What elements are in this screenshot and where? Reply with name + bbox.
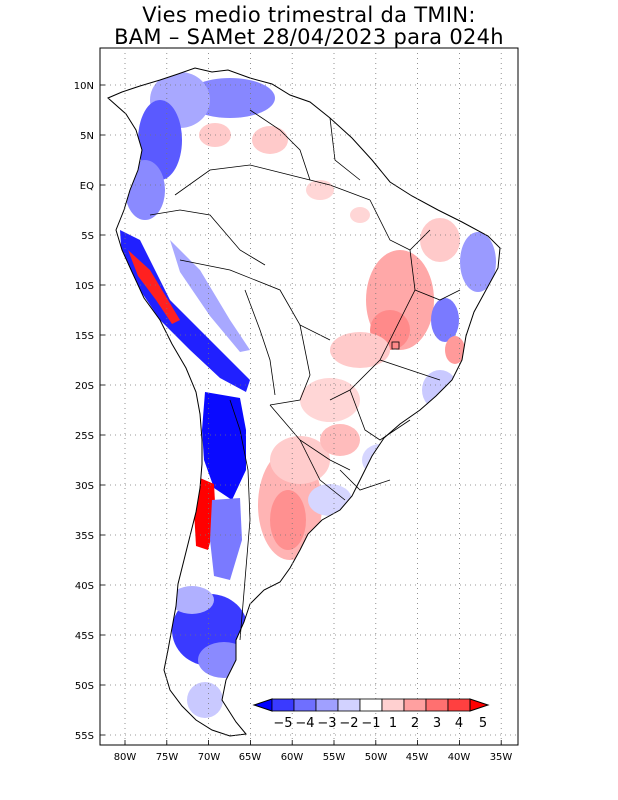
longitude-labels: 80W 75W 70W 65W 60W 55W 50W 45W 40W 35W bbox=[114, 752, 513, 763]
lon-label: 55W bbox=[323, 752, 346, 763]
colorbar-label: 3 bbox=[433, 716, 441, 731]
lat-label: EQ bbox=[80, 181, 94, 192]
bias-field bbox=[120, 72, 496, 718]
map-title-line1: Vies medio trimestral da TMIN: bbox=[142, 3, 476, 27]
colorbar-arrow-high bbox=[469, 698, 490, 712]
lat-label: 10N bbox=[74, 81, 94, 92]
lat-label: 35S bbox=[75, 531, 94, 542]
lat-label: 40S bbox=[75, 581, 94, 592]
colorbar-legend bbox=[252, 698, 490, 712]
colorbar-box bbox=[359, 698, 383, 712]
lat-label: 5S bbox=[81, 231, 94, 242]
map-title-line2: BAM – SAMet 28/04/2023 para 024h bbox=[114, 25, 504, 49]
lat-label: 10S bbox=[75, 281, 94, 292]
colorbar-label: −2 bbox=[339, 716, 358, 731]
colorbar-label: 1 bbox=[389, 716, 397, 731]
lon-label: 70W bbox=[198, 752, 221, 763]
lon-label: 60W bbox=[281, 752, 304, 763]
lat-label: 50S bbox=[75, 681, 94, 692]
lat-label: 55S bbox=[75, 731, 94, 742]
lon-label: 80W bbox=[114, 752, 137, 763]
lat-label: 20S bbox=[75, 381, 94, 392]
lat-label: 15S bbox=[75, 331, 94, 342]
lat-label: 25S bbox=[75, 431, 94, 442]
colorbar-box bbox=[403, 698, 427, 712]
country-borders bbox=[149, 109, 461, 641]
colorbar-box bbox=[447, 698, 471, 712]
colorbar-box bbox=[271, 698, 295, 712]
lat-label: 5N bbox=[80, 131, 94, 142]
lon-label: 65W bbox=[239, 752, 262, 763]
lat-label: 45S bbox=[75, 631, 94, 642]
latitude-labels: 10N 5N EQ 5S 10S 15S 20S 25S 30S 35S 40S… bbox=[74, 81, 94, 742]
colorbar-box bbox=[293, 698, 317, 712]
lon-label: 40W bbox=[448, 752, 471, 763]
lon-label: 35W bbox=[490, 752, 513, 763]
colorbar-label: −5 bbox=[273, 716, 292, 731]
colorbar-label: −3 bbox=[317, 716, 336, 731]
colorbar-label: 2 bbox=[411, 716, 419, 731]
lon-label: 75W bbox=[156, 752, 179, 763]
graticule bbox=[100, 48, 518, 745]
lon-label: 45W bbox=[406, 752, 429, 763]
colorbar-label: −1 bbox=[361, 716, 380, 731]
colorbar-label: 4 bbox=[455, 716, 463, 731]
colorbar-box bbox=[315, 698, 339, 712]
lat-label: 30S bbox=[75, 481, 94, 492]
colorbar-label: 5 bbox=[479, 716, 487, 731]
lon-label: 50W bbox=[365, 752, 388, 763]
colorbar-box bbox=[425, 698, 449, 712]
colorbar-labels: −5 −4 −3 −2 −1 1 2 3 4 5 bbox=[273, 716, 487, 731]
colorbar-box bbox=[381, 698, 405, 712]
colorbar-box bbox=[337, 698, 361, 712]
colorbar-label: −4 bbox=[295, 716, 314, 731]
